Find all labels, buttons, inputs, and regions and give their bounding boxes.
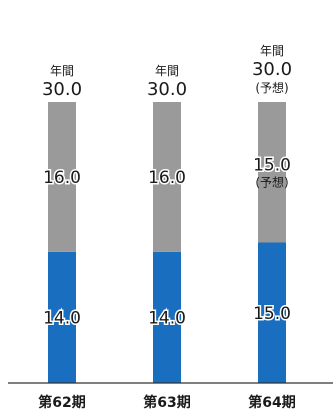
category-label: 第64期 (248, 394, 295, 411)
annual-total-prefix: 年間 (155, 64, 179, 78)
annual-total-prefix: 年間 (50, 64, 74, 78)
segment-forecast-note: (予想) (255, 174, 288, 189)
annual-total-value: 30.0 (42, 79, 82, 100)
labels-layer: 14.016.0年間30.0第62期14.016.0年間30.0第63期15.0… (38, 44, 295, 411)
bar-segment-blue-2 (153, 251, 181, 383)
category-label: 第62期 (38, 394, 85, 411)
segment-value-label: 16.0 (43, 168, 81, 188)
segment-value-label: 14.0 (43, 308, 81, 328)
bars-layer (48, 102, 286, 383)
bar-segment-gray-3 (258, 102, 286, 243)
segment-value-label: 15.0 (253, 155, 291, 175)
bar-segment-gray-1 (48, 102, 76, 252)
annual-total-value: 30.0 (147, 79, 187, 100)
bar-segment-gray-2 (153, 102, 181, 252)
annual-total-prefix: 年間 (260, 44, 284, 58)
segment-value-label: 15.0 (253, 304, 291, 324)
bar-segment-blue-1 (48, 251, 76, 383)
category-label: 第63期 (143, 394, 190, 411)
annual-total-value: 30.0 (252, 59, 292, 80)
segment-value-label: 16.0 (148, 168, 186, 188)
annual-total-forecast-note: (予想) (255, 80, 288, 95)
segment-value-label: 14.0 (148, 308, 186, 328)
bar-segment-blue-3 (258, 242, 286, 383)
